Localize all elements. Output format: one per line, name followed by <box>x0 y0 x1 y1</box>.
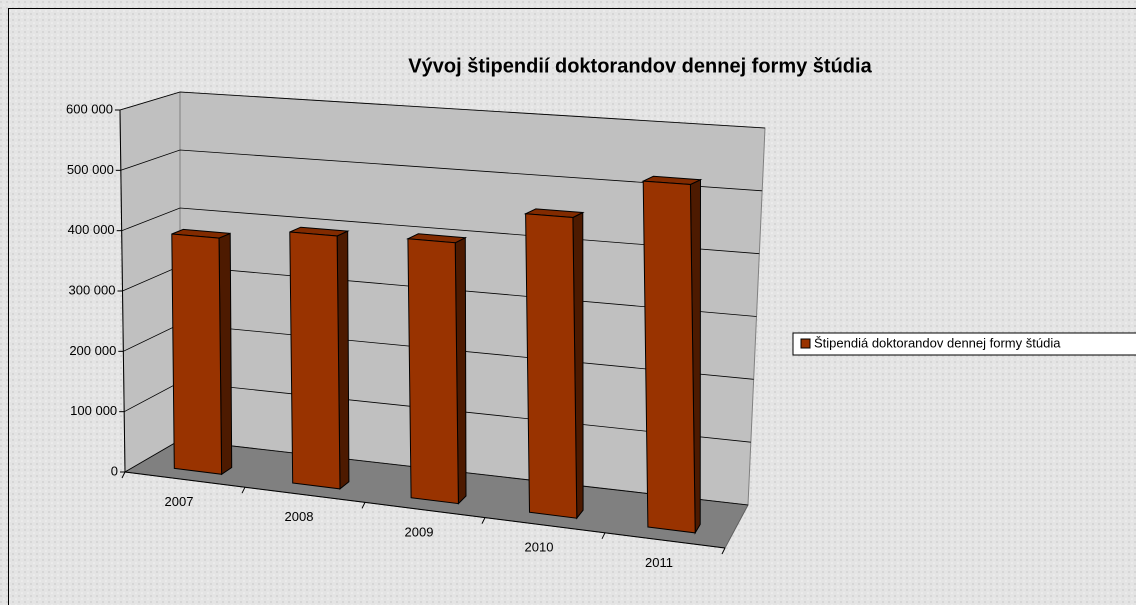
bar <box>406 233 468 505</box>
chart-title: Vývoj štipendií doktorandov dennej formy… <box>408 55 872 77</box>
bar <box>171 228 233 476</box>
y-tick-label: 200 000 <box>69 343 116 358</box>
x-tick <box>721 547 726 555</box>
x-tick <box>121 471 126 479</box>
x-tick <box>601 532 606 540</box>
y-tick-label: 300 000 <box>69 282 116 297</box>
legend-label: Štipendiá doktorandov dennej formy štúdi… <box>814 335 1061 350</box>
y-tick-label: 100 000 <box>70 403 117 418</box>
chart-border <box>8 8 1136 605</box>
grid-line <box>119 91 766 129</box>
bar-front <box>525 213 578 519</box>
y-tick-label: 400 000 <box>68 222 115 237</box>
grid-line <box>120 149 763 192</box>
bar-front <box>407 238 459 505</box>
x-tick-label: 2008 <box>285 509 314 524</box>
x-tick-label: 2007 <box>165 494 194 509</box>
side-wall <box>119 91 181 473</box>
y-tick-label: 600 000 <box>66 101 113 116</box>
legend: Štipendiá doktorandov dennej formy štúdi… <box>792 332 1136 356</box>
x-tick <box>241 486 246 494</box>
plot: 0 100 000 200 000 300 000 400 000 500 000 600 … <box>66 91 766 570</box>
bar-front <box>642 180 696 534</box>
x-tick-label: 2011 <box>645 555 673 570</box>
x-axis <box>124 471 726 549</box>
legend-box <box>792 332 1136 356</box>
legend-swatch <box>800 338 811 349</box>
bar <box>641 175 703 535</box>
bar <box>289 226 350 490</box>
y-tick-label: 500 000 <box>67 162 114 177</box>
y-tick-label: 0 <box>111 463 118 478</box>
x-tick <box>361 502 366 509</box>
x-tick <box>481 517 486 524</box>
bar <box>523 208 585 520</box>
x-tick-label: 2009 <box>405 524 434 539</box>
x-tick-label: 2010 <box>525 540 554 555</box>
bar-front <box>171 233 223 475</box>
bar-front <box>289 231 341 490</box>
